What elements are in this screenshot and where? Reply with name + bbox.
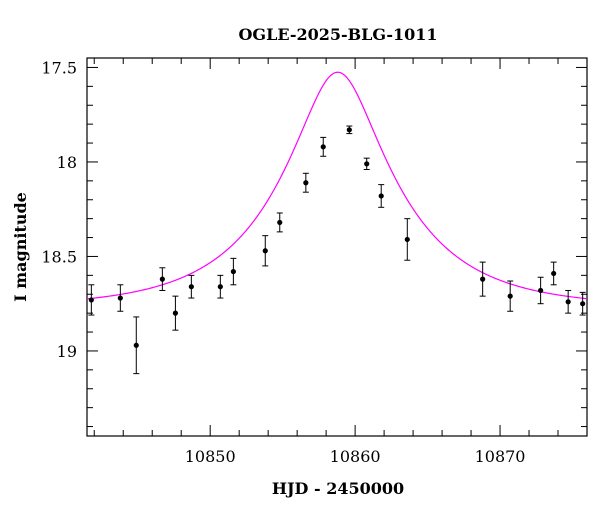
axis-ticks: 10850 10860 10870 17.5 18 18.5 19 [41, 58, 588, 466]
data-point [230, 257, 237, 286]
point-marker [538, 287, 544, 294]
data-point [217, 274, 224, 299]
data-point [320, 136, 327, 157]
point-marker [133, 342, 139, 348]
data-point [537, 276, 544, 305]
data-points-layer [88, 125, 586, 375]
chart-title: OGLE-2025-BLG-1011 [238, 25, 437, 44]
x-tick-label: 10870 [475, 447, 526, 466]
y-tick-label: 17.5 [41, 58, 77, 77]
model-curve [86, 71, 588, 300]
data-point [378, 184, 385, 208]
point-marker [277, 219, 283, 226]
data-point [579, 291, 586, 316]
data-point [565, 289, 572, 314]
data-point [88, 284, 95, 316]
point-marker [364, 161, 370, 167]
point-marker [188, 284, 194, 290]
model-curve-layer [86, 71, 588, 300]
point-marker [172, 310, 179, 316]
point-marker [378, 193, 384, 199]
data-point [302, 172, 309, 193]
plot-frame [86, 57, 588, 437]
point-marker [404, 236, 410, 243]
point-marker [88, 297, 94, 303]
data-point [507, 280, 514, 312]
y-tick-label: 19 [57, 342, 77, 361]
point-marker [303, 180, 309, 186]
data-point [276, 212, 283, 233]
point-marker [217, 284, 223, 290]
y-tick-label: 18 [57, 153, 77, 172]
data-point [404, 218, 411, 261]
x-tick-label: 10860 [330, 447, 381, 466]
point-marker [159, 276, 165, 282]
x-axis-label: HJD - 2450000 [272, 479, 404, 498]
point-marker [346, 127, 352, 133]
data-point [172, 295, 179, 331]
point-marker [565, 299, 571, 305]
y-axis-label: I magnitude [11, 192, 30, 302]
point-marker [551, 270, 557, 277]
data-point [479, 261, 486, 297]
point-marker [507, 293, 513, 299]
point-marker [480, 276, 486, 282]
data-point [188, 274, 195, 299]
y-tick-label: 18.5 [41, 247, 77, 266]
data-point [346, 125, 353, 135]
data-point [262, 235, 269, 267]
data-point [133, 316, 140, 375]
data-point [159, 267, 166, 291]
point-marker [230, 268, 236, 275]
point-marker [262, 248, 268, 254]
point-marker [580, 301, 586, 307]
point-marker [320, 144, 326, 150]
data-point [363, 157, 370, 171]
data-point [550, 261, 557, 286]
data-point [117, 284, 124, 312]
x-tick-label: 10850 [185, 447, 236, 466]
point-marker [117, 295, 123, 301]
